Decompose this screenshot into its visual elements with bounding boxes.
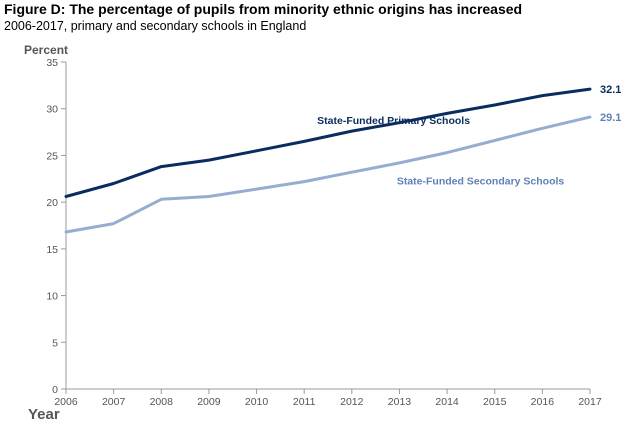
y-tick-label: 0	[52, 384, 58, 396]
y-axis-title: Percent	[24, 43, 68, 57]
x-tick-label: 2007	[102, 396, 126, 408]
y-tick-label: 10	[46, 291, 58, 303]
x-tick-label: 2006	[54, 396, 78, 408]
series-label: State-Funded Secondary Schools	[397, 176, 565, 188]
x-axis-title: Year	[28, 406, 60, 423]
x-tick-label: 2015	[483, 396, 507, 408]
x-tick-label: 2010	[245, 396, 269, 408]
y-tick-label: 15	[46, 244, 58, 256]
x-tick-label: 2012	[340, 396, 364, 408]
x-tick-label: 2014	[435, 396, 459, 408]
x-tick-label: 2011	[293, 396, 316, 408]
y-tick-label: 30	[46, 104, 58, 116]
x-tick-label: 2016	[531, 396, 555, 408]
x-tick-label: 2008	[150, 396, 174, 408]
y-tick-label: 20	[46, 197, 58, 209]
y-tick-label: 25	[46, 150, 58, 162]
series-line-1	[64, 87, 592, 198]
series-label: State-Funded Primary Schools	[317, 115, 470, 127]
x-tick-label: 2009	[197, 396, 221, 408]
y-tick-label: 5	[52, 337, 58, 349]
series-end-value: 32.1	[600, 84, 621, 96]
chart-subtitle: 2006-2017, primary and secondary schools…	[4, 19, 307, 33]
y-tick-label: 35	[46, 57, 58, 69]
x-tick-label: 2013	[388, 396, 412, 408]
series-line-2	[64, 115, 592, 234]
chart-title: Figure D: The percentage of pupils from …	[4, 1, 523, 17]
series-end-value: 29.1	[600, 112, 621, 124]
x-tick-label: 2017	[578, 396, 602, 408]
